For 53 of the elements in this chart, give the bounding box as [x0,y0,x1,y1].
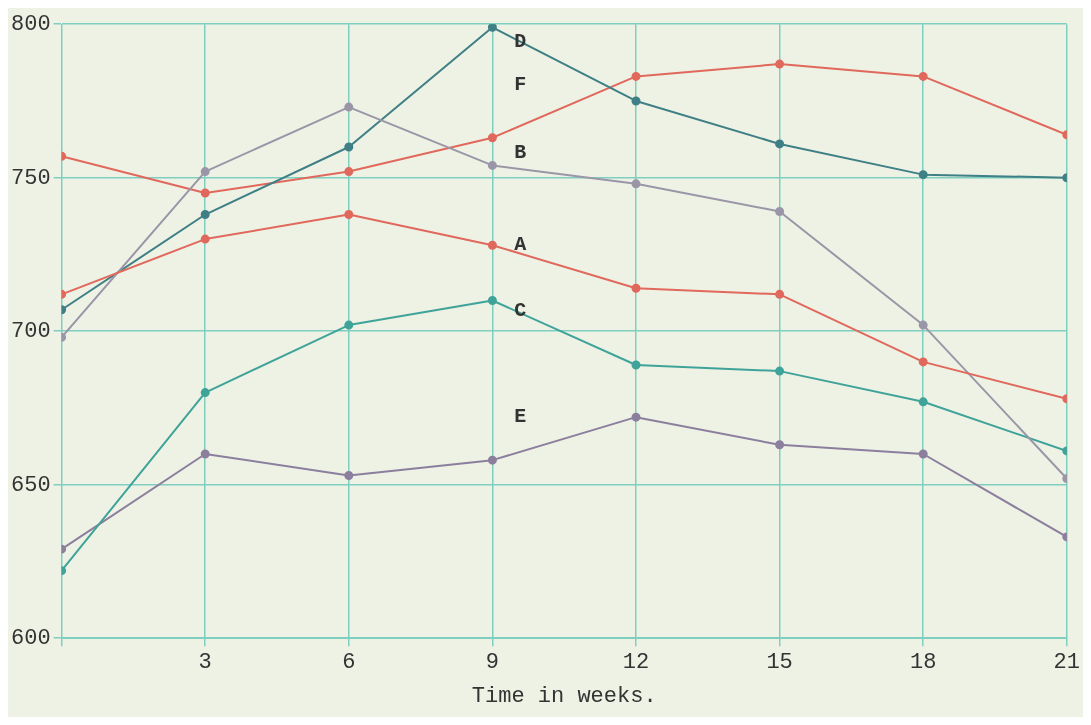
point [631,71,641,81]
point [487,133,497,143]
point [344,470,354,480]
x-tick-label: 18 [910,650,937,676]
y-tick-label: 750 [11,165,51,191]
point [344,142,354,152]
y-tick-label: 600 [11,626,51,652]
point [344,320,354,330]
point [487,24,497,32]
series-label: F [514,73,527,97]
series-label: A [514,232,527,256]
point [918,449,928,459]
point [200,234,210,244]
point [631,179,641,189]
point [918,320,928,330]
point [775,139,785,149]
point [487,296,497,305]
y-tick-label: 650 [11,472,51,498]
y-tick-label: 700 [11,319,51,345]
x-tick-label: 9 [485,650,499,676]
point [631,283,641,293]
point [775,289,785,299]
point [487,240,497,250]
point [918,170,928,180]
point [200,188,210,198]
point [631,360,641,370]
point [344,210,354,220]
point [344,167,354,177]
x-tick-label: 15 [766,650,793,676]
point [344,102,354,112]
point [775,59,785,69]
point [200,388,210,398]
point [200,449,210,459]
point [487,455,497,465]
y-tick-label: 800 [11,12,51,38]
point [631,412,641,422]
x-tick-label: 12 [622,650,650,676]
point [918,71,928,81]
x-tick-label: 3 [198,650,212,676]
x-tick-label: 6 [342,650,356,676]
point [775,440,785,450]
x-axis-title: Time in weeks. [471,683,657,709]
x-tick-label: 21 [1053,650,1080,676]
point [918,397,928,407]
point [200,210,210,220]
point [918,357,928,367]
series-label: B [514,140,527,164]
point [775,206,785,216]
series-label: E [514,404,527,428]
point [200,167,210,177]
point [487,160,497,170]
point [631,96,641,106]
point [775,366,785,376]
